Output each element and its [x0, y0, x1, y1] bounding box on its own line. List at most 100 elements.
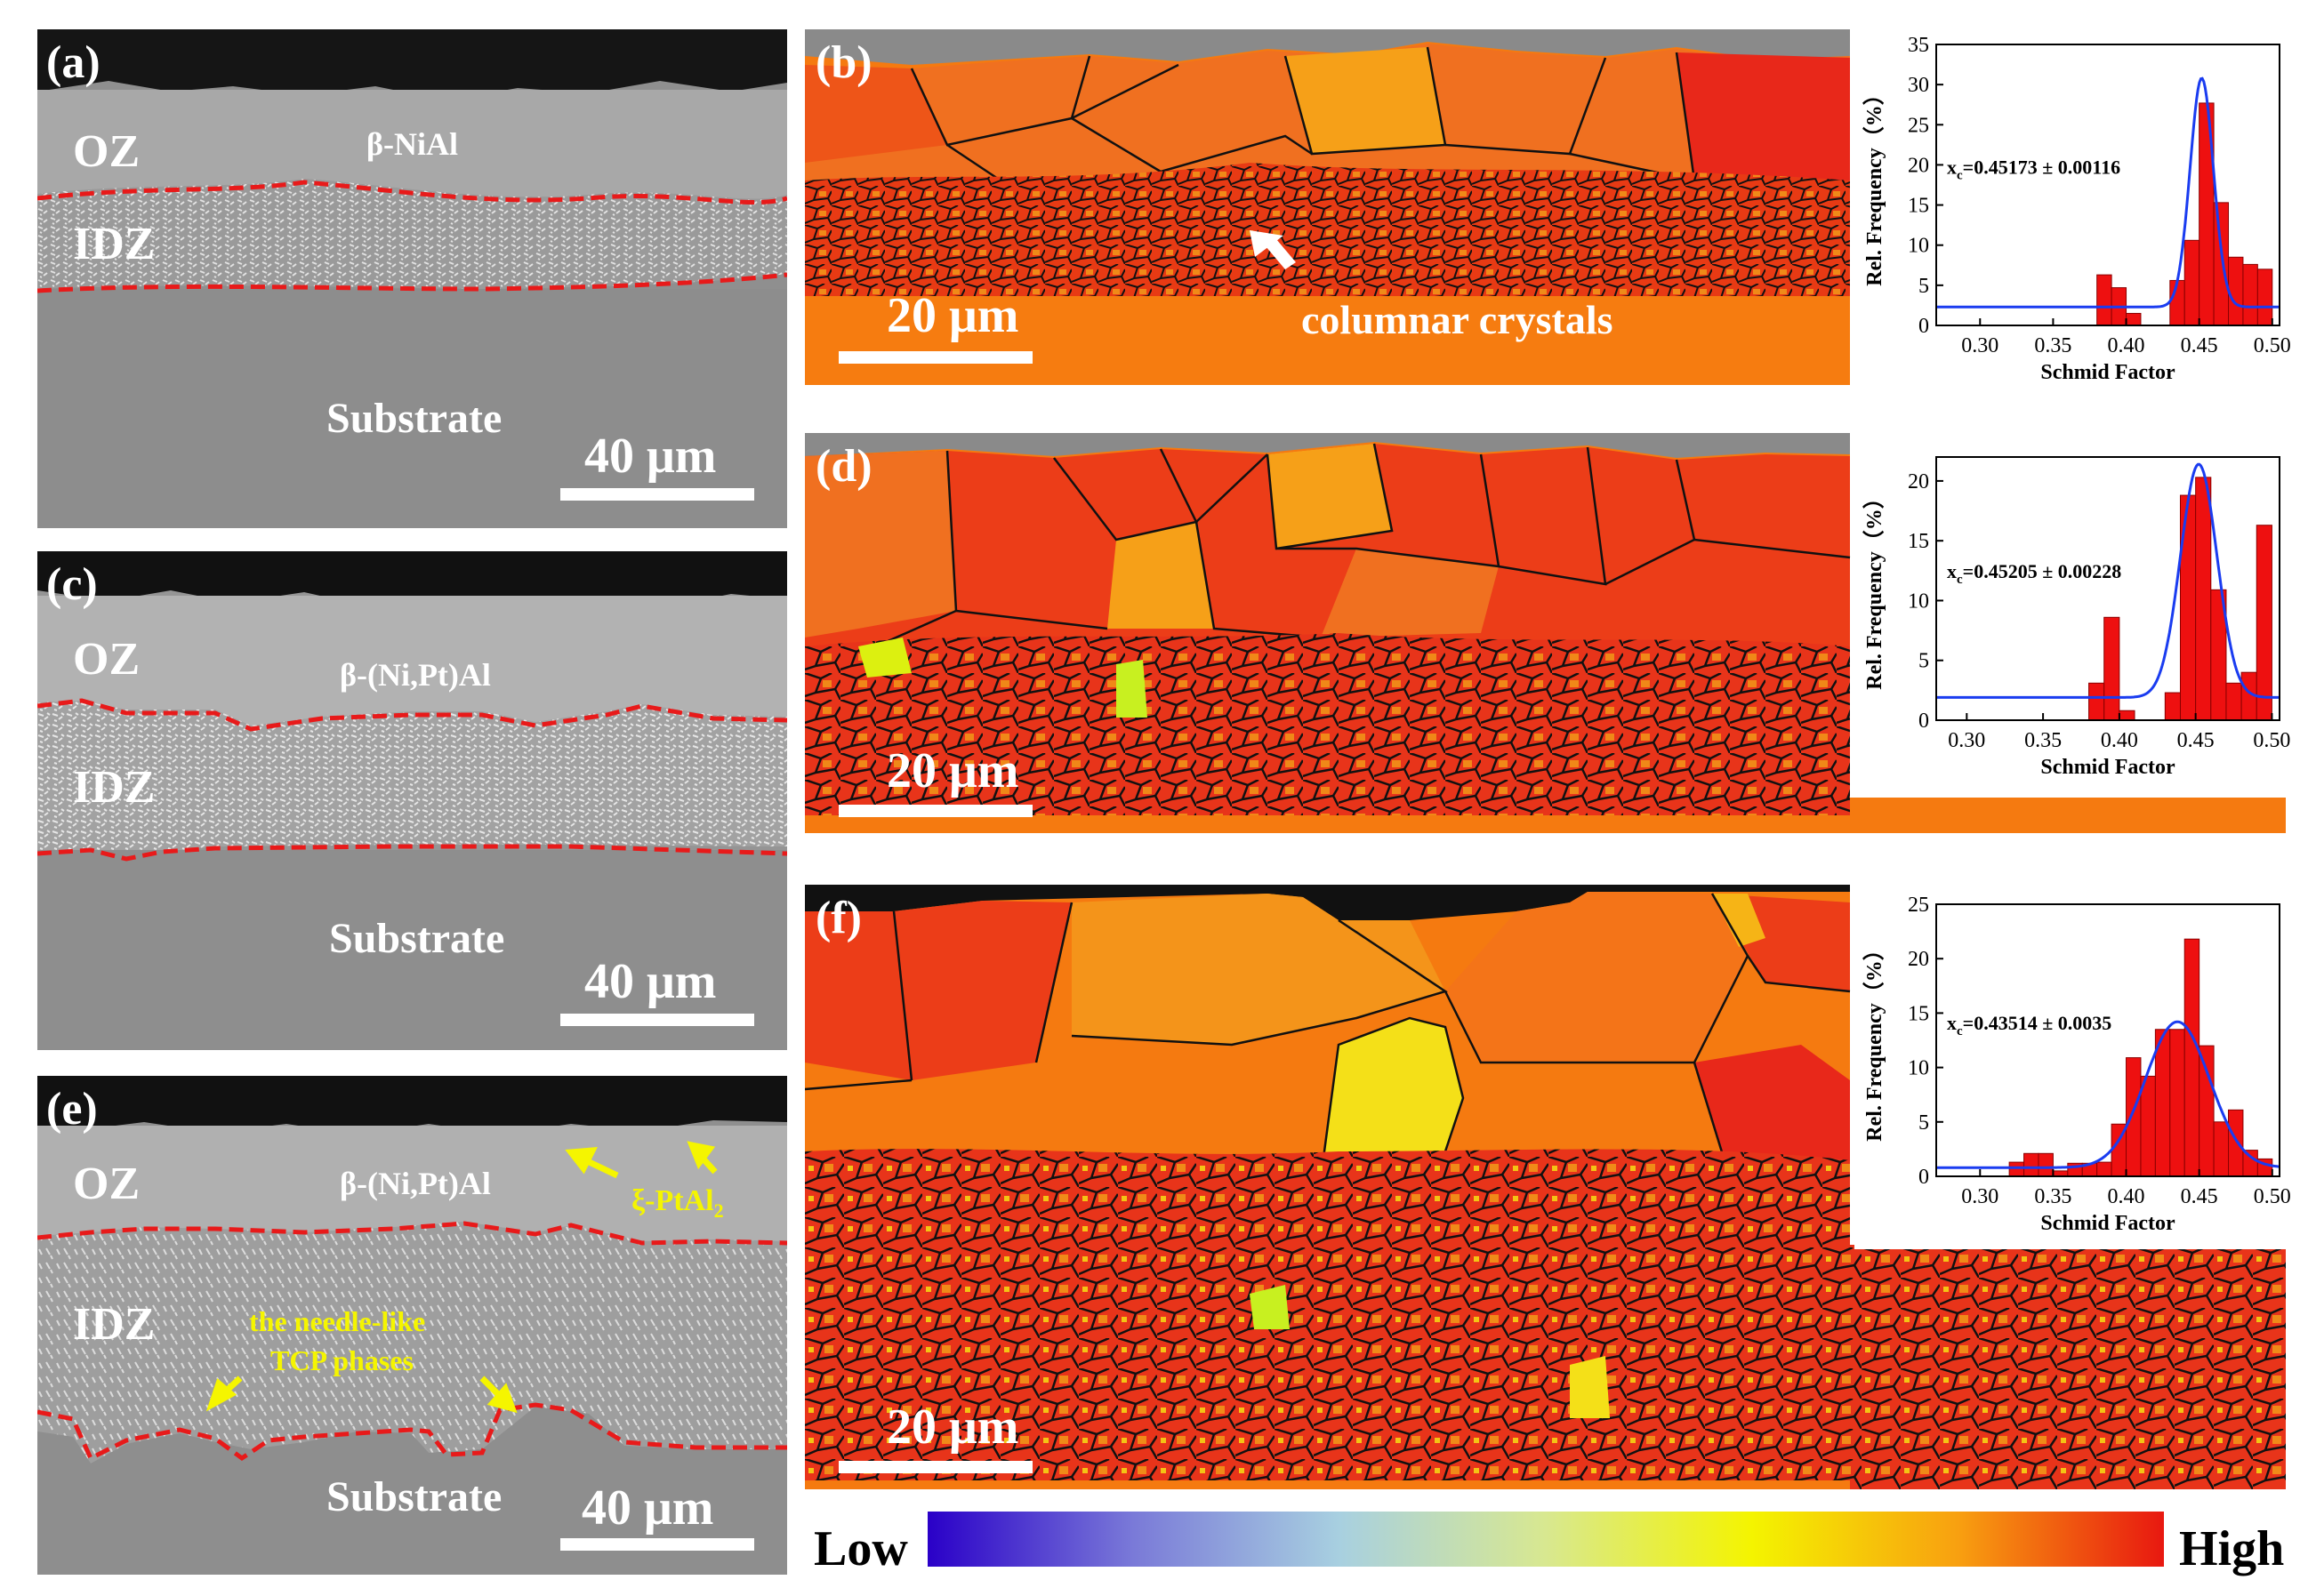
histogram-bar	[2183, 938, 2200, 1177]
x-tick-label: 0.50	[2254, 334, 2291, 357]
fit-annotation: xc=0.43514 ± 0.0035	[1947, 1012, 2111, 1039]
chart-f: 0.30 0.35 0.40 0.45 0.50 0 5 10 15 20 25 Schmid Fac…	[1854, 885, 2299, 1249]
substrate-label: Substrate	[326, 395, 503, 442]
scale-text: 40 μm	[582, 1480, 714, 1536]
y-tick-label: 0	[1918, 710, 1929, 733]
panel-c-image	[37, 551, 787, 1050]
y-tick-label: 10	[1908, 589, 1929, 613]
panel-f-label: (f)	[816, 893, 862, 943]
panel-b-image	[805, 29, 1850, 385]
y-tick-label: 5	[1918, 275, 1929, 298]
histogram-bar	[2126, 312, 2142, 326]
histogram-bar	[2088, 682, 2105, 721]
scale-bar	[560, 488, 754, 501]
idz-label: IDZ	[73, 762, 156, 813]
y-tick-label: 25	[1908, 894, 1929, 917]
colorbar-low-label: Low	[814, 1521, 908, 1576]
panel-f-image	[805, 885, 2286, 1489]
x-tick-label: 0.30	[1961, 1185, 1998, 1208]
y-tick-label: 15	[1908, 1002, 1929, 1025]
x-tick-label: 0.50	[2254, 1185, 2291, 1208]
chart-d: 0.30 0.35 0.40 0.45 0.50 0 5 10 15 20 Schmid Facto…	[1854, 437, 2299, 793]
panel-e-image	[37, 1076, 787, 1575]
panel-b: (b) 20 μm columnar crystals	[805, 29, 1850, 385]
oz-label: OZ	[73, 1159, 141, 1209]
y-tick-label: 20	[1908, 470, 1929, 493]
panel-d-label: (d)	[816, 441, 873, 492]
chart-f-svg: 0.30 0.35 0.40 0.45 0.50 0 5 10 15 20 25 Schmid Fac…	[1862, 894, 2291, 1235]
phase-label: β-NiAl	[366, 126, 458, 162]
tcp-label-line1: the needle-like	[249, 1305, 426, 1337]
y-tick-label: 25	[1908, 114, 1929, 137]
chart-b: 0.30 0.35 0.40 0.45 0.50 0 5 10 15 20 25 30 35 Schmid…	[1854, 25, 2299, 398]
oz-label: OZ	[73, 634, 141, 685]
y-tick-label: 20	[1908, 948, 1929, 971]
histogram-bar	[2140, 1075, 2156, 1177]
scale-text: 40 μm	[584, 429, 717, 484]
panel-a-label: (a)	[46, 37, 101, 88]
gaussian-fit-line	[1936, 1020, 2280, 1169]
x-axis-label: Schmid Factor	[2040, 1212, 2175, 1235]
histogram-bar	[2119, 710, 2135, 721]
histogram-bar	[2169, 279, 2185, 326]
scale-bar	[839, 351, 1033, 364]
x-axis-label: Schmid Factor	[2040, 756, 2175, 779]
histogram-bar	[2195, 477, 2212, 721]
xi-phase-label: ξ-PtAl2	[631, 1184, 724, 1222]
chart-b-svg: 0.30 0.35 0.40 0.45 0.50 0 5 10 15 20 25 30 35 Schmid…	[1862, 34, 2291, 384]
plot-frame	[1935, 456, 2280, 721]
idz-label: IDZ	[73, 1299, 156, 1350]
columnar-crystals-label: columnar crystals	[1301, 297, 1613, 342]
histogram-bar	[2213, 1121, 2230, 1177]
x-axis-label: Schmid Factor	[2040, 361, 2175, 384]
colorbar	[928, 1512, 2164, 1567]
panel-c: (c) OZ β-(Ni,Pt)Al IDZ Substrate 40 μm	[37, 551, 787, 1050]
x-tick-label: 0.50	[2253, 729, 2290, 752]
y-tick-label: 5	[1918, 1111, 1929, 1135]
y-axis-label: Rel. Frequency（%）	[1862, 939, 1886, 1142]
idz-label: IDZ	[73, 219, 156, 269]
tcp-label-line2: TCP phases	[270, 1344, 414, 1376]
scale-bar	[839, 805, 1033, 817]
plot-frame	[1935, 44, 2280, 326]
x-tick-label: 0.40	[2101, 729, 2138, 752]
histogram-bar	[2242, 263, 2258, 326]
y-tick-label: 35	[1908, 34, 1929, 57]
scale-bar	[839, 1461, 1033, 1473]
scale-text: 40 μm	[584, 954, 717, 1009]
fit-annotation: xc=0.45205 ± 0.00228	[1947, 560, 2121, 587]
x-tick-label: 0.35	[2034, 1185, 2071, 1208]
panel-e-label: (e)	[46, 1084, 98, 1135]
x-tick-label: 0.30	[1948, 729, 1985, 752]
histogram-bar	[2126, 1057, 2142, 1177]
y-tick-label: 5	[1918, 650, 1929, 673]
scale-text: 20 μm	[887, 288, 1019, 343]
histogram-bar	[2256, 269, 2273, 326]
histogram-bar	[2213, 202, 2230, 326]
y-tick-label: 0	[1918, 1166, 1929, 1189]
substrate-label: Substrate	[329, 915, 505, 962]
colorbar-high-label: High	[2179, 1521, 2285, 1576]
y-tick-label: 20	[1908, 154, 1929, 177]
scale-bar	[560, 1014, 754, 1026]
panel-e: (e) OZ β-(Ni,Pt)Al ξ-PtAl2 IDZ the needl…	[37, 1076, 787, 1575]
x-tick-label: 0.45	[2177, 729, 2215, 752]
histogram-bar	[2096, 274, 2112, 326]
y-tick-label: 10	[1908, 235, 1929, 258]
panel-a: (a) OZ β-NiAl IDZ Substrate 40 μm	[37, 29, 787, 528]
histogram-bar	[2225, 682, 2242, 721]
panel-d-image	[805, 433, 2286, 833]
histogram-bar	[2169, 1029, 2185, 1177]
substrate-label: Substrate	[326, 1473, 503, 1520]
scale-text: 20 μm	[887, 1400, 1019, 1455]
x-tick-label: 0.35	[2034, 334, 2071, 357]
histogram-bar	[2228, 256, 2244, 326]
y-tick-label: 0	[1918, 315, 1929, 338]
histogram-bar	[2008, 1161, 2025, 1177]
plot-frame	[1935, 903, 2280, 1177]
histogram-bar	[2228, 1109, 2244, 1177]
x-tick-label: 0.30	[1961, 334, 1998, 357]
y-tick-label: 30	[1908, 74, 1929, 97]
histogram-bar	[2164, 692, 2181, 721]
scale-bar	[560, 1538, 754, 1551]
